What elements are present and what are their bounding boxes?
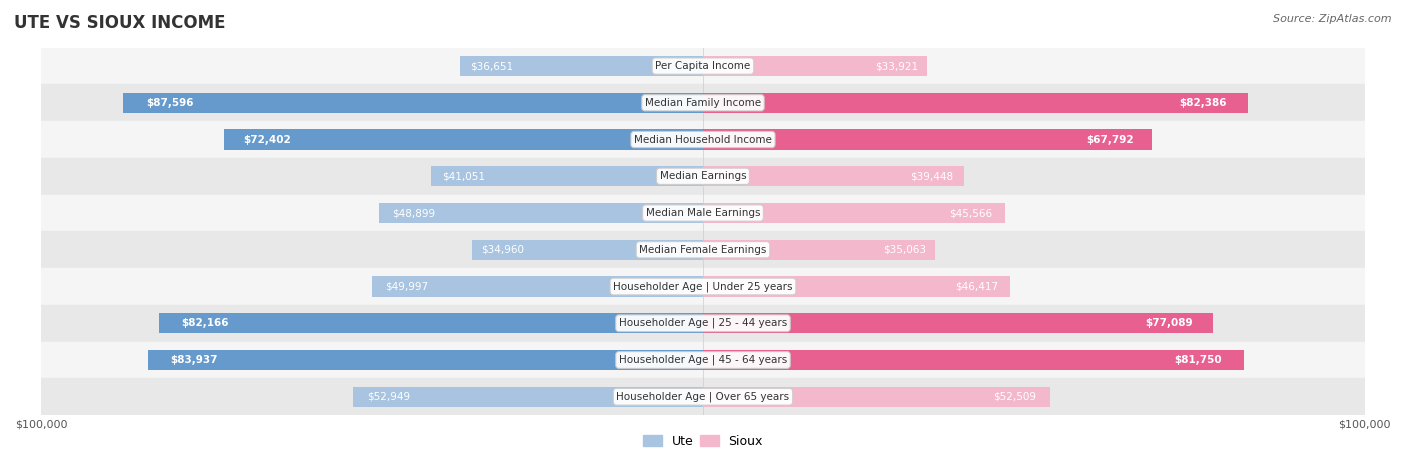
Text: $72,402: $72,402	[243, 134, 291, 145]
Bar	[432, 166, 703, 186]
Text: Median Household Income: Median Household Income	[634, 134, 772, 145]
Bar	[224, 129, 703, 149]
Bar	[380, 203, 703, 223]
Bar	[124, 92, 703, 113]
Text: Median Female Earnings: Median Female Earnings	[640, 245, 766, 255]
Bar	[703, 166, 965, 186]
Bar	[41, 342, 1365, 378]
Text: $82,386: $82,386	[1178, 98, 1226, 108]
Bar	[703, 56, 928, 76]
Text: $48,899: $48,899	[392, 208, 436, 218]
Bar	[703, 92, 1249, 113]
Bar	[41, 378, 1365, 415]
Bar	[703, 313, 1213, 333]
Bar	[41, 121, 1365, 158]
Text: Source: ZipAtlas.com: Source: ZipAtlas.com	[1274, 14, 1392, 24]
Bar	[460, 56, 703, 76]
Text: Per Capita Income: Per Capita Income	[655, 61, 751, 71]
Text: $67,792: $67,792	[1085, 134, 1133, 145]
Text: Householder Age | Over 65 years: Householder Age | Over 65 years	[616, 391, 790, 402]
Text: $45,566: $45,566	[949, 208, 993, 218]
Text: $83,937: $83,937	[170, 355, 218, 365]
Bar	[703, 203, 1004, 223]
Legend: Ute, Sioux: Ute, Sioux	[638, 430, 768, 453]
Text: $87,596: $87,596	[146, 98, 194, 108]
Bar	[41, 305, 1365, 342]
Bar	[703, 387, 1050, 407]
Text: $35,063: $35,063	[883, 245, 925, 255]
Text: $52,509: $52,509	[994, 392, 1036, 402]
Text: $49,997: $49,997	[385, 282, 429, 291]
Bar	[703, 129, 1152, 149]
Text: $82,166: $82,166	[181, 318, 229, 328]
Text: $81,750: $81,750	[1175, 355, 1222, 365]
Bar	[41, 231, 1365, 268]
Text: Median Family Income: Median Family Income	[645, 98, 761, 108]
Bar	[159, 313, 703, 333]
Bar	[373, 276, 703, 297]
Bar	[353, 387, 703, 407]
Text: $36,651: $36,651	[470, 61, 513, 71]
Bar	[41, 48, 1365, 85]
Bar	[703, 276, 1010, 297]
Text: $39,448: $39,448	[911, 171, 953, 181]
Text: $46,417: $46,417	[955, 282, 998, 291]
Bar	[148, 350, 703, 370]
Text: Householder Age | Under 25 years: Householder Age | Under 25 years	[613, 281, 793, 292]
Bar	[41, 195, 1365, 231]
Text: Householder Age | 45 - 64 years: Householder Age | 45 - 64 years	[619, 355, 787, 365]
Bar	[471, 240, 703, 260]
Text: UTE VS SIOUX INCOME: UTE VS SIOUX INCOME	[14, 14, 225, 32]
Text: Median Earnings: Median Earnings	[659, 171, 747, 181]
Bar	[703, 350, 1244, 370]
Bar	[41, 268, 1365, 305]
Bar	[703, 240, 935, 260]
Text: $34,960: $34,960	[481, 245, 524, 255]
Text: Householder Age | 25 - 44 years: Householder Age | 25 - 44 years	[619, 318, 787, 328]
Text: $52,949: $52,949	[367, 392, 409, 402]
Text: $33,921: $33,921	[876, 61, 918, 71]
Text: Median Male Earnings: Median Male Earnings	[645, 208, 761, 218]
Text: $77,089: $77,089	[1144, 318, 1192, 328]
Text: $41,051: $41,051	[443, 171, 485, 181]
Bar	[41, 158, 1365, 195]
Bar	[41, 85, 1365, 121]
